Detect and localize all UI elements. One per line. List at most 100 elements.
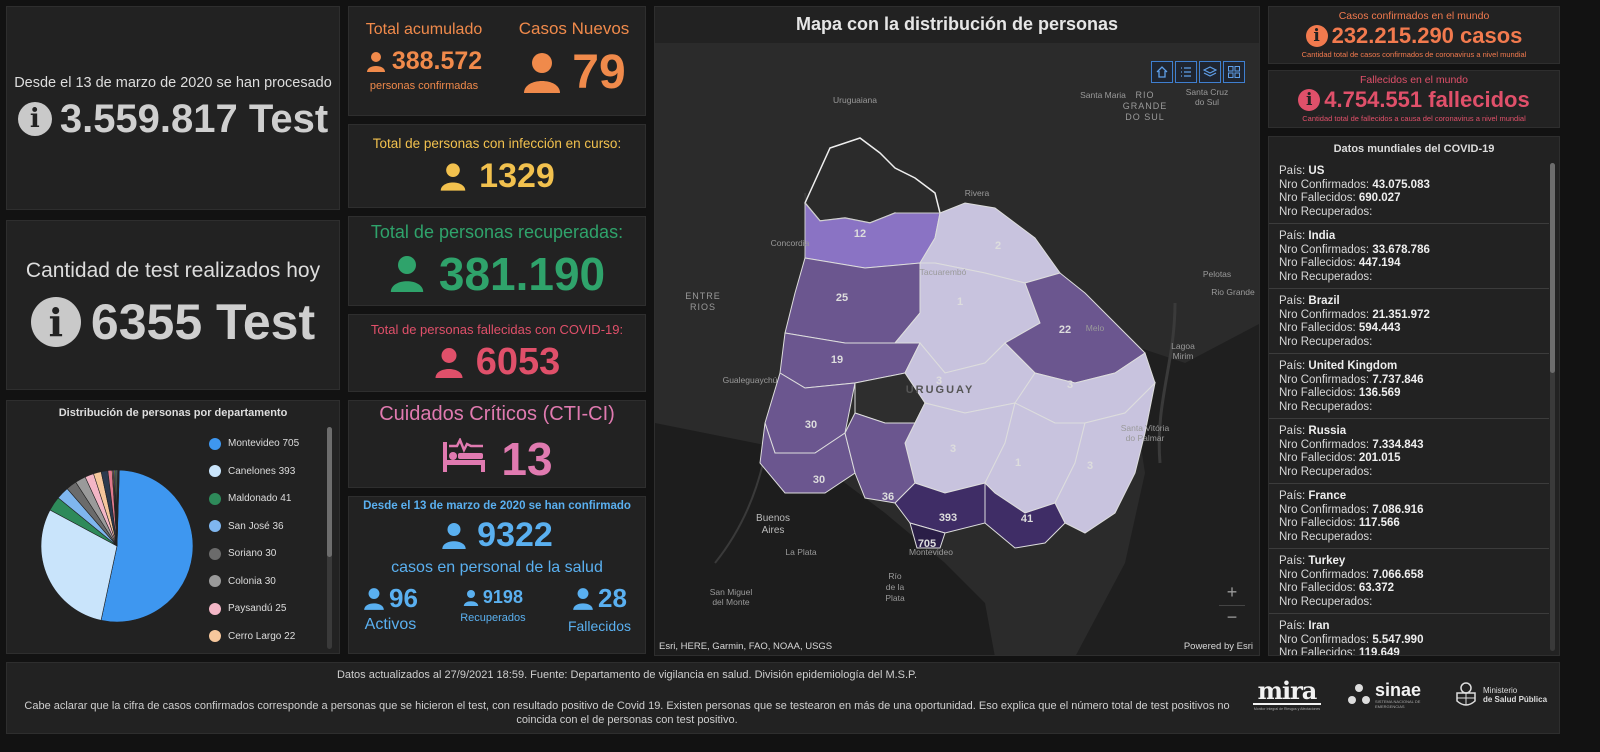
basemap-gallery-icon[interactable] [1223,61,1245,83]
legend-scrollbar[interactable] [327,427,332,649]
legend-item[interactable]: Cerro Largo 22 [209,623,329,651]
region-value: 41 [1021,513,1033,525]
recuperadas-value: 381.190 [438,247,606,300]
region-maldonado[interactable] [984,481,1066,549]
personal-salud-subtitle: casos en personal de la salud [391,559,603,576]
region-montevideo[interactable] [909,522,946,549]
recuperados-value: 9198 [482,587,523,607]
place-label: Pelotas [1203,269,1231,279]
world-country-entry[interactable]: País: France Nro Confirmados: 7.086.916 Nr… [1269,484,1549,549]
region-value: 1 [957,296,963,308]
pie-slice-artigas[interactable] [116,469,120,547]
pie-slice-montevideo[interactable] [100,469,194,623]
world-deaths-subtitle: Cantidad total de fallecidos a causa del… [1302,114,1526,123]
region-value: 36 [882,491,894,503]
zoom-out-button[interactable]: − [1219,605,1245,629]
world-country-entry[interactable]: País: US Nro Confirmados: 43.075.083 Nro F… [1269,159,1549,224]
world-cases-title: Casos confirmados en el mundo [1338,10,1490,22]
infeccion-panel: Total de personas con infección en curso… [348,124,646,208]
region-san-jose[interactable] [844,412,916,504]
place-label: RIO [1135,90,1154,100]
home-icon[interactable] [1151,61,1173,83]
footer-updated: Datos actualizados al 27/9/2021 18:59. F… [336,669,918,681]
place-label: Tacuarembó [920,267,967,277]
world-deaths-panel: Fallecidos en el mundo i 4.754.551 falle… [1268,70,1560,128]
footer-panel: Datos actualizados al 27/9/2021 18:59. F… [6,662,1560,734]
tests-today-caption: Cantidad de test realizados hoy [25,259,321,282]
legend-label: Cerro Largo 22 [228,630,296,642]
powered-by-esri[interactable]: Powered by Esri [1183,641,1253,652]
world-data-panel: Datos mundiales del COVID-19 País: US Nro… [1268,136,1560,656]
legend-label: Maldonado 41 [228,493,292,505]
place-label: Lagoa [1171,341,1195,351]
region-value: 1 [1015,457,1021,469]
person-icon [366,51,386,73]
fallecidos-value: 28 [598,583,627,613]
legend-item[interactable]: Canelones 393 [209,458,329,486]
legend-swatch [209,465,221,478]
world-country-entry[interactable]: País: Iran Nro Confirmados: 5.547.990 Nro … [1269,614,1549,655]
personal-salud-panel: Desde el 13 de marzo de 2020 se han conf… [348,496,646,654]
legend-swatch [209,630,221,643]
legend-label: Canelones 393 [228,465,296,477]
region-rocha[interactable] [1054,381,1156,534]
uruguay-coat-of-arms-icon [1456,682,1476,706]
region-value: 19 [831,354,843,366]
pie-title: Distribución de personas por departament… [58,407,288,419]
zoom-in-button[interactable]: + [1226,582,1238,602]
region-value: 393 [939,512,957,524]
pie-chart [40,469,194,623]
world-country-entry[interactable]: País: Brazil Nro Confirmados: 21.351.972 N… [1269,289,1549,354]
personal-salud-title: Desde el 13 de marzo de 2020 se han conf… [363,500,631,512]
world-cases-panel: Casos confirmados en el mundo i 232.215.… [1268,6,1560,64]
region-value: 3 [936,375,942,387]
cti-panel: Cuidados Críticos (CTI-CI) 13 [348,400,646,488]
sinae-emblem-icon [1348,684,1370,704]
legend-item[interactable]: Maldonado 41 [209,485,329,513]
legend-item[interactable]: Río Negro 19 [209,650,329,653]
place-label: Gualeguaychú [723,375,778,385]
place-label: Santa Maria [1080,90,1126,100]
world-country-entry[interactable]: País: United Kingdom Nro Confirmados: 7.7… [1269,354,1549,419]
place-label: do Sul [1195,97,1219,107]
tests-total-panel: Desde el 13 de marzo de 2020 se han proc… [6,6,340,210]
msp-logo: Ministerio de Salud Pública [1453,681,1547,709]
legend-item[interactable]: San José 36 [209,513,329,541]
legend-item[interactable]: Colonia 30 [209,568,329,596]
place-label: RIOS [690,302,716,312]
legend-label: Paysandú 25 [228,603,287,615]
region-value: 3 [950,443,956,455]
map-canvas[interactable]: 12 2 25 1 22 19 3 3 30 3 1 3 30 36 393 4… [655,43,1260,656]
legend-item[interactable]: Montevideo 705 [209,430,329,458]
info-icon: i [1298,89,1321,111]
pie-slice-canelones[interactable] [40,509,118,621]
casos-nuevos-title: Casos Nuevos [518,19,630,38]
legend-item[interactable]: Soriano 30 [209,540,329,568]
layers-icon[interactable] [1199,61,1221,83]
tests-today-value: 6355 Test [90,294,316,350]
footer-note: Cabe aclarar que la cifra de casos confi… [24,700,1230,726]
info-icon: i [17,102,52,136]
personal-salud-value: 9322 [477,516,553,554]
total-acumulado-value: 388.572 [391,47,483,75]
tests-total-caption: Desde el 13 de marzo de 2020 se han proc… [14,74,332,91]
legend-swatch [209,492,221,505]
world-country-entry[interactable]: País: Russia Nro Confirmados: 7.334.843 Nr… [1269,419,1549,484]
legend-label: San José 36 [228,520,284,532]
world-list-scrollbar[interactable] [1550,163,1555,651]
info-icon: i [30,297,81,347]
world-country-entry[interactable]: País: India Nro Confirmados: 33.678.786 Nr… [1269,224,1549,289]
map-panel: Mapa con la distribución de personas 12 … [654,6,1260,656]
hospital-bed-icon [441,436,487,479]
region-value: 25 [836,292,848,304]
region-paysandu[interactable] [784,257,921,344]
place-label: DO SUL [1125,112,1165,122]
world-country-entry[interactable]: País: Turkey Nro Confirmados: 7.066.658 Nr… [1269,549,1549,614]
legend-swatch [209,437,221,450]
cti-title: Cuidados Críticos (CTI-CI) [379,402,615,425]
person-icon [389,254,425,294]
region-value: 3 [1067,379,1073,391]
legend-item[interactable]: Paysandú 25 [209,595,329,623]
world-cases-subtitle: Cantidad total de casos confirmados de c… [1301,50,1527,59]
legend-list-icon[interactable] [1175,61,1197,83]
